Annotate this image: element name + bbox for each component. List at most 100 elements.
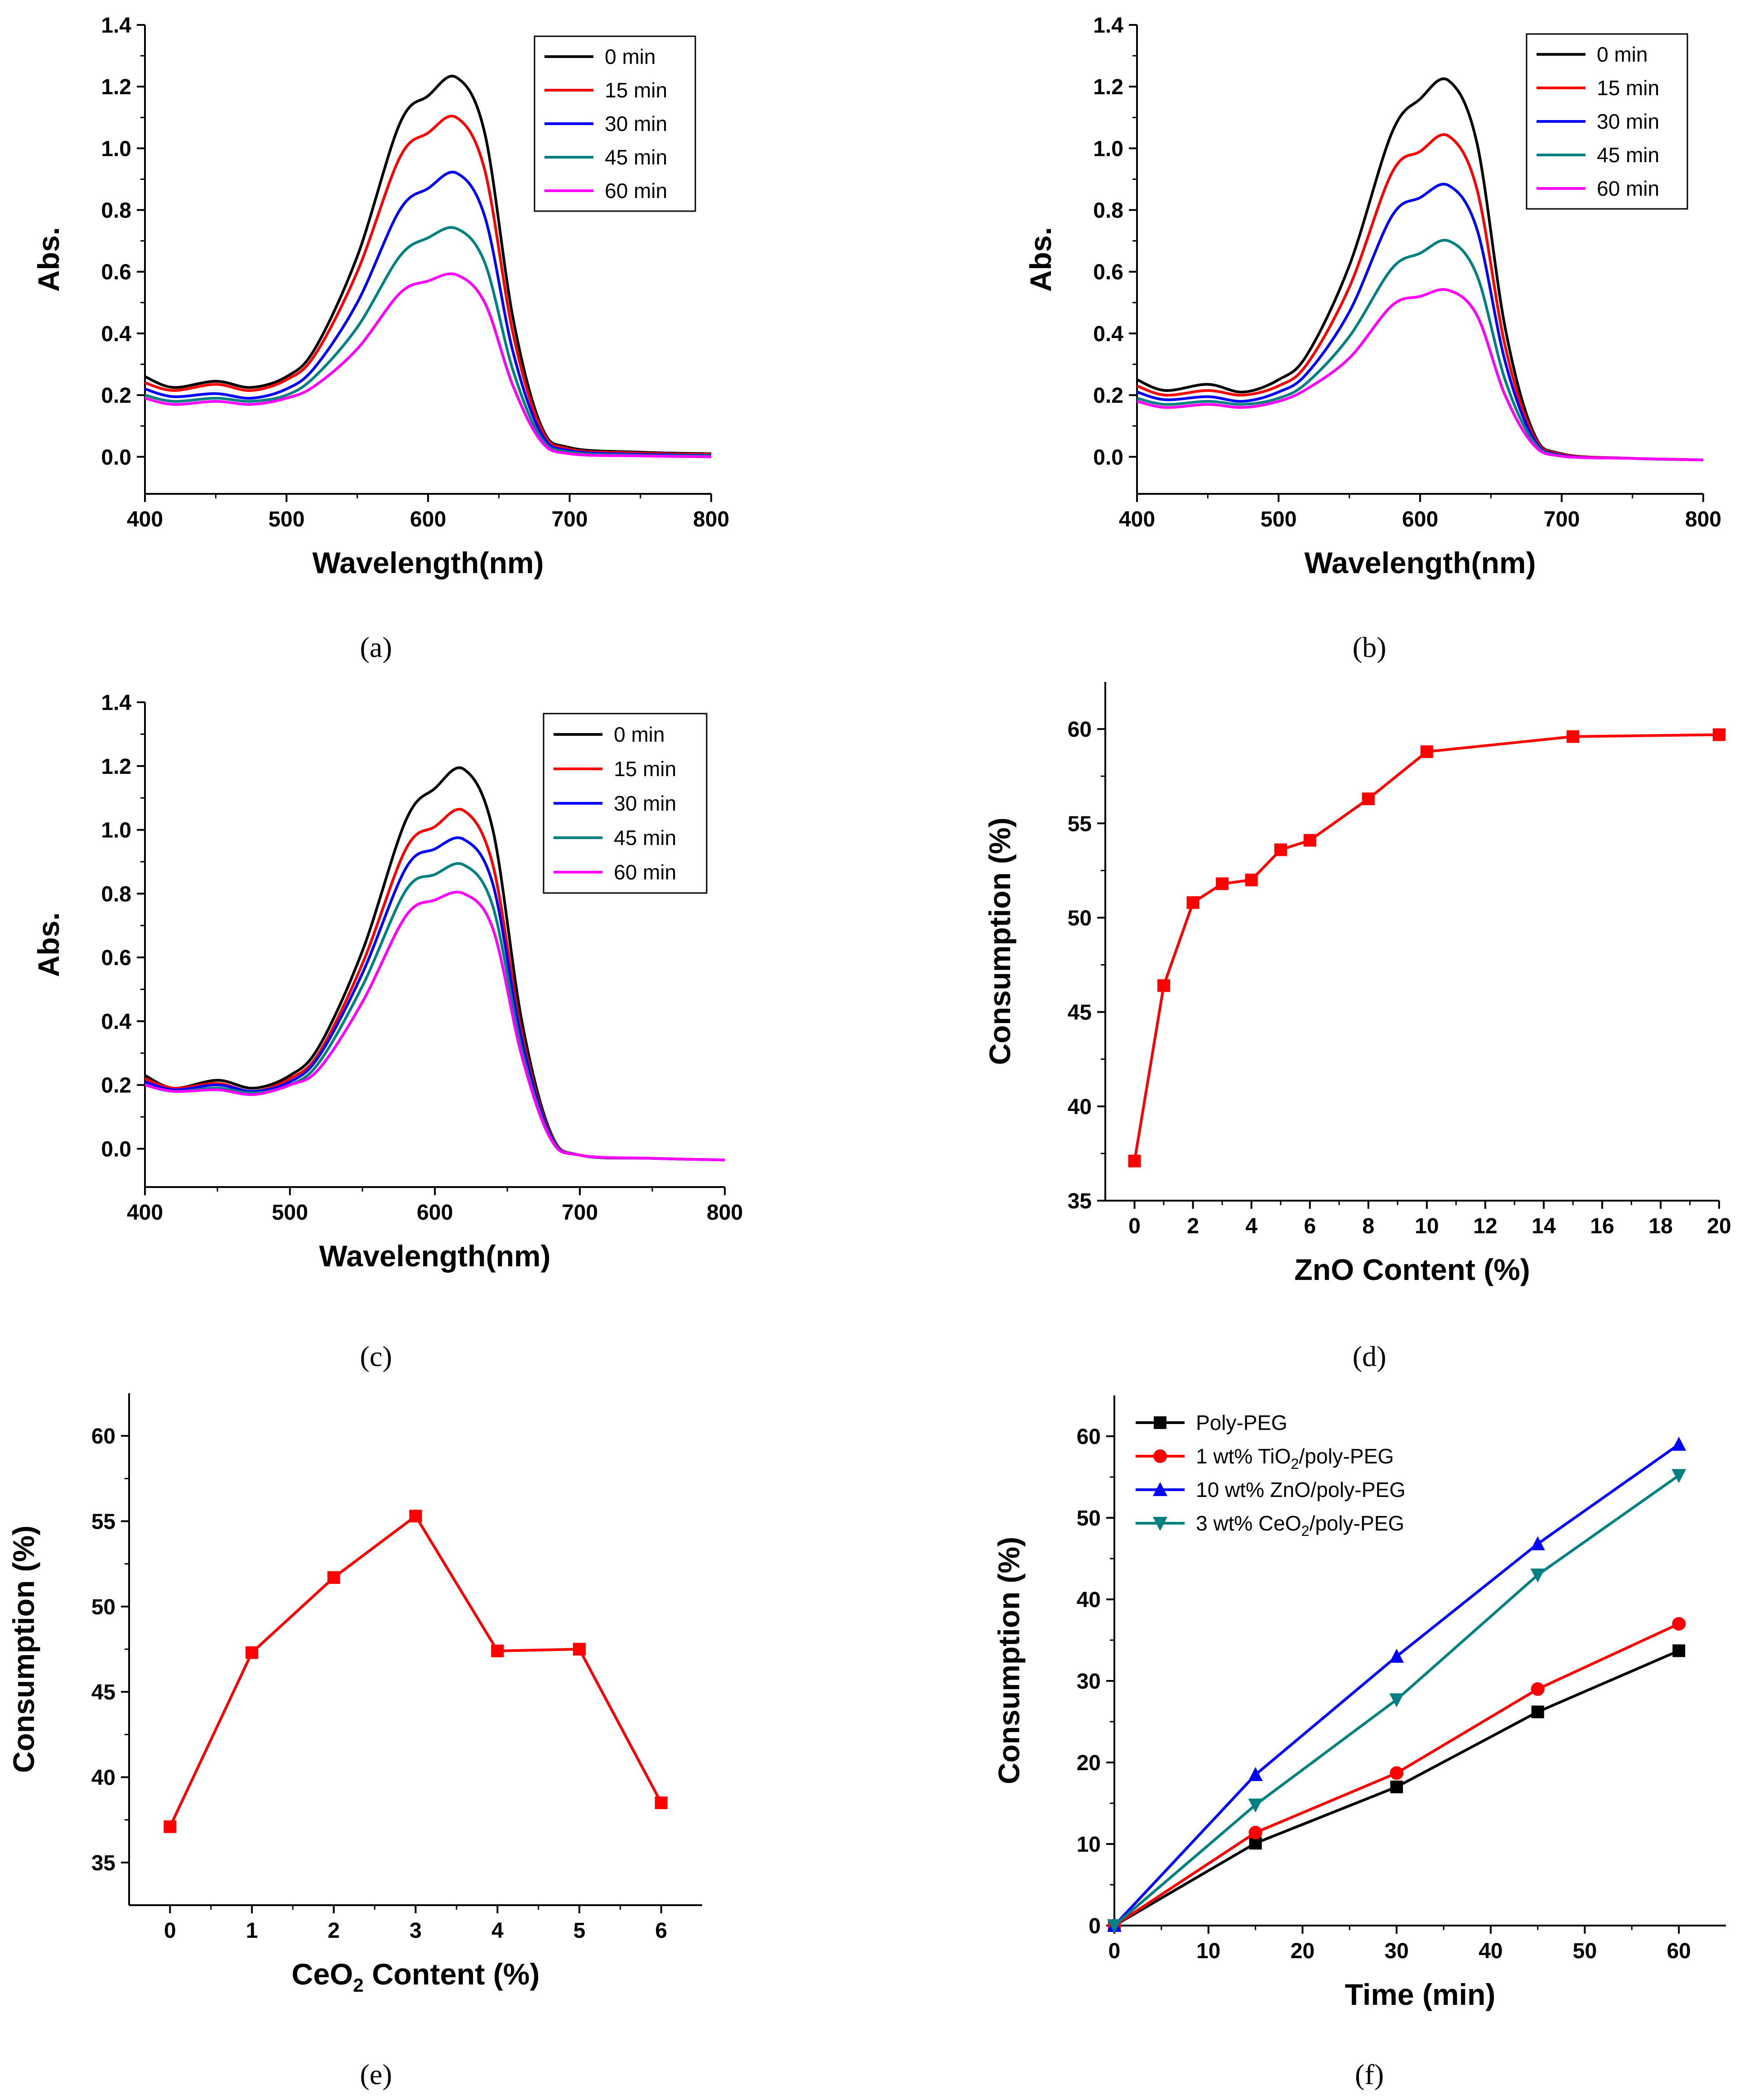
legend-label: 60 min xyxy=(614,860,676,884)
legend-marker xyxy=(1153,1517,1167,1531)
x-tick-label: 8 xyxy=(1362,1214,1374,1238)
caption-b: (b) xyxy=(1353,631,1387,663)
data-point xyxy=(655,1796,668,1809)
y-tick-label: 60 xyxy=(1068,718,1092,742)
series-line-2 xyxy=(1137,183,1704,462)
x-tick-label: 600 xyxy=(1402,507,1438,531)
x-axis-title: Time (min) xyxy=(1345,1978,1495,2011)
legend-label: 60 min xyxy=(605,179,667,203)
y-tick-label: 0.6 xyxy=(1093,261,1123,285)
y-tick-label: 0.4 xyxy=(1093,322,1123,346)
x-axis-title-part: 2 xyxy=(353,1974,363,1996)
data-point xyxy=(246,1646,259,1659)
x-tick-label: 6 xyxy=(655,1919,667,1943)
legend-label: 15 min xyxy=(605,78,667,102)
legend-label: 10 wt% ZnO/poly-PEG xyxy=(1196,1478,1406,1501)
data-point xyxy=(1672,1644,1686,1657)
x-tick-label: 700 xyxy=(1543,507,1580,531)
x-tick-label: 400 xyxy=(127,507,163,531)
x-tick-label: 5 xyxy=(573,1919,586,1943)
x-tick-label: 30 xyxy=(1384,1939,1408,1963)
data-point xyxy=(1245,874,1258,887)
caption-a: (a) xyxy=(360,631,392,663)
legend-label: 30 min xyxy=(605,112,667,135)
y-tick-label: 0.8 xyxy=(1093,199,1123,223)
data-point xyxy=(1303,834,1316,847)
data-point xyxy=(1531,1682,1545,1696)
y-tick-label: 45 xyxy=(1068,1001,1092,1025)
data-point xyxy=(1107,1919,1122,1933)
data-point xyxy=(1248,1825,1262,1839)
x-tick-label: 10 xyxy=(1196,1939,1220,1963)
x-tick-label: 4 xyxy=(491,1919,504,1943)
legend-label: 15 min xyxy=(1597,76,1659,100)
legend-label-part: 1 wt% TiO xyxy=(1196,1444,1291,1468)
y-axis-title: Consumption (%) xyxy=(7,1526,40,1773)
x-axis-title-part: CeO xyxy=(292,1957,353,1991)
y-tick-label: 1.4 xyxy=(1093,14,1123,38)
x-axis-title-part: Content (%) xyxy=(364,1957,540,1991)
y-tick-label: 0.6 xyxy=(101,261,131,285)
data-point xyxy=(1274,843,1287,856)
x-axis-title: CeO2 Content (%) xyxy=(292,1957,540,1996)
series-line-0 xyxy=(169,1515,663,1827)
y-tick-label: 1.4 xyxy=(101,14,131,38)
caption-c: (c) xyxy=(360,1340,392,1372)
x-tick-label: 3 xyxy=(410,1919,422,1943)
x-tick-label: 1 xyxy=(246,1919,258,1943)
y-tick-label: 60 xyxy=(92,1424,116,1448)
panel-a: 400 500 600 700 800 0.0 0.2 0.4 0.6 0.8 1.0 1.2 1.4 W… xyxy=(32,14,729,579)
series-line-4 xyxy=(145,272,712,459)
y-tick-label: 1.2 xyxy=(101,75,131,99)
y-axis-title: Abs. xyxy=(32,912,65,977)
y-tick-label: 50 xyxy=(92,1595,116,1619)
data-point xyxy=(1389,1693,1404,1708)
y-tick-label: 60 xyxy=(1077,1425,1101,1449)
x-tick-label: 700 xyxy=(551,507,588,531)
data-point xyxy=(573,1643,586,1656)
legend-label: 30 min xyxy=(1597,110,1659,133)
y-tick-label: 40 xyxy=(92,1766,116,1790)
series-line-4 xyxy=(145,890,725,1162)
data-point xyxy=(327,1571,340,1584)
y-axis-title: Abs. xyxy=(1024,227,1057,292)
caption-f: (f) xyxy=(1355,2058,1384,2090)
series-line-3 xyxy=(145,862,725,1162)
data-point xyxy=(1128,1154,1141,1168)
data-point xyxy=(1566,730,1580,743)
legend-label-part: 2 xyxy=(1291,1456,1299,1472)
x-tick-label: 400 xyxy=(1119,507,1155,531)
legend-label: 0 min xyxy=(1597,43,1648,66)
legend: 0 min 15 min 30 min 45 min 60 min xyxy=(1526,33,1688,210)
y-tick-label: 45 xyxy=(92,1680,116,1704)
y-axis-title: Consumption (%) xyxy=(983,817,1017,1065)
legend: 0 min 15 min 30 min 45 min 60 min xyxy=(534,35,696,212)
data-point xyxy=(1248,1798,1263,1813)
data-point xyxy=(1390,1766,1404,1780)
y-tick-label: 50 xyxy=(1068,906,1092,930)
x-tick-label: 6 xyxy=(1304,1214,1316,1238)
caption-e: (e) xyxy=(360,2058,392,2090)
data-point xyxy=(491,1644,504,1657)
y-tick-label: 0 xyxy=(1089,1914,1101,1938)
data-point xyxy=(1713,728,1725,741)
data-point xyxy=(1531,1705,1544,1719)
data-point xyxy=(1390,1781,1403,1793)
series-line-3 xyxy=(145,226,712,458)
y-tick-label: 1.0 xyxy=(1093,137,1123,161)
data-point xyxy=(409,1510,422,1523)
y-axis-title: Consumption (%) xyxy=(992,1537,1026,1784)
y-tick-label: 0.4 xyxy=(101,322,131,346)
y-tick-label: 40 xyxy=(1068,1095,1092,1119)
y-tick-label: 1.4 xyxy=(101,691,131,715)
y-tick-label: 0.0 xyxy=(1093,445,1123,469)
data-point xyxy=(1186,896,1200,909)
legend-label: 30 min xyxy=(614,792,676,815)
legend-label: 3 wt% CeO2/poly-PEG xyxy=(1196,1511,1404,1539)
x-tick-label: 40 xyxy=(1479,1939,1503,1963)
y-tick-label: 35 xyxy=(1068,1189,1092,1213)
x-axis-title: Wavelength(nm) xyxy=(319,1239,551,1273)
legend-label-part: 2 xyxy=(1301,1523,1310,1539)
